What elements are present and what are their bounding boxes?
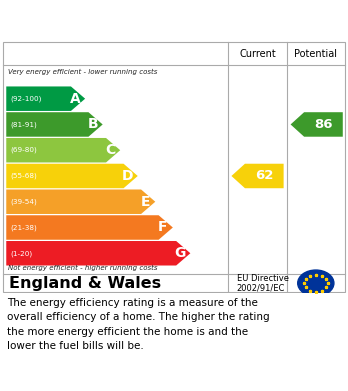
- Text: Potential: Potential: [294, 48, 337, 59]
- Polygon shape: [6, 112, 103, 137]
- Text: B: B: [87, 117, 98, 131]
- Text: (81-91): (81-91): [11, 121, 38, 128]
- Text: (39-54): (39-54): [11, 199, 38, 205]
- Text: Current: Current: [239, 48, 276, 59]
- Polygon shape: [6, 164, 138, 188]
- Polygon shape: [6, 241, 190, 265]
- Text: (69-80): (69-80): [11, 147, 38, 154]
- Text: (55-68): (55-68): [11, 173, 38, 179]
- Text: A: A: [70, 92, 81, 106]
- Text: EU Directive: EU Directive: [237, 274, 288, 283]
- Text: F: F: [158, 221, 168, 235]
- Text: (1-20): (1-20): [11, 250, 33, 256]
- Polygon shape: [291, 112, 343, 137]
- Text: 2002/91/EC: 2002/91/EC: [237, 283, 285, 292]
- Text: Very energy efficient - lower running costs: Very energy efficient - lower running co…: [8, 69, 157, 75]
- Circle shape: [298, 270, 334, 296]
- Text: (92-100): (92-100): [11, 95, 42, 102]
- Text: G: G: [175, 246, 186, 260]
- Text: England & Wales: England & Wales: [9, 276, 161, 291]
- Polygon shape: [231, 164, 284, 188]
- Text: (21-38): (21-38): [11, 224, 38, 231]
- Text: C: C: [105, 143, 116, 157]
- Polygon shape: [6, 190, 155, 214]
- Text: Not energy efficient - higher running costs: Not energy efficient - higher running co…: [8, 264, 157, 271]
- Polygon shape: [6, 215, 173, 240]
- Text: The energy efficiency rating is a measure of the
overall efficiency of a home. T: The energy efficiency rating is a measur…: [7, 298, 270, 351]
- Text: Energy Efficiency Rating: Energy Efficiency Rating: [9, 13, 249, 30]
- Text: D: D: [122, 169, 134, 183]
- Text: 62: 62: [255, 169, 274, 183]
- Text: E: E: [141, 195, 150, 209]
- Polygon shape: [6, 86, 85, 111]
- Polygon shape: [6, 138, 120, 163]
- Text: 86: 86: [314, 118, 333, 131]
